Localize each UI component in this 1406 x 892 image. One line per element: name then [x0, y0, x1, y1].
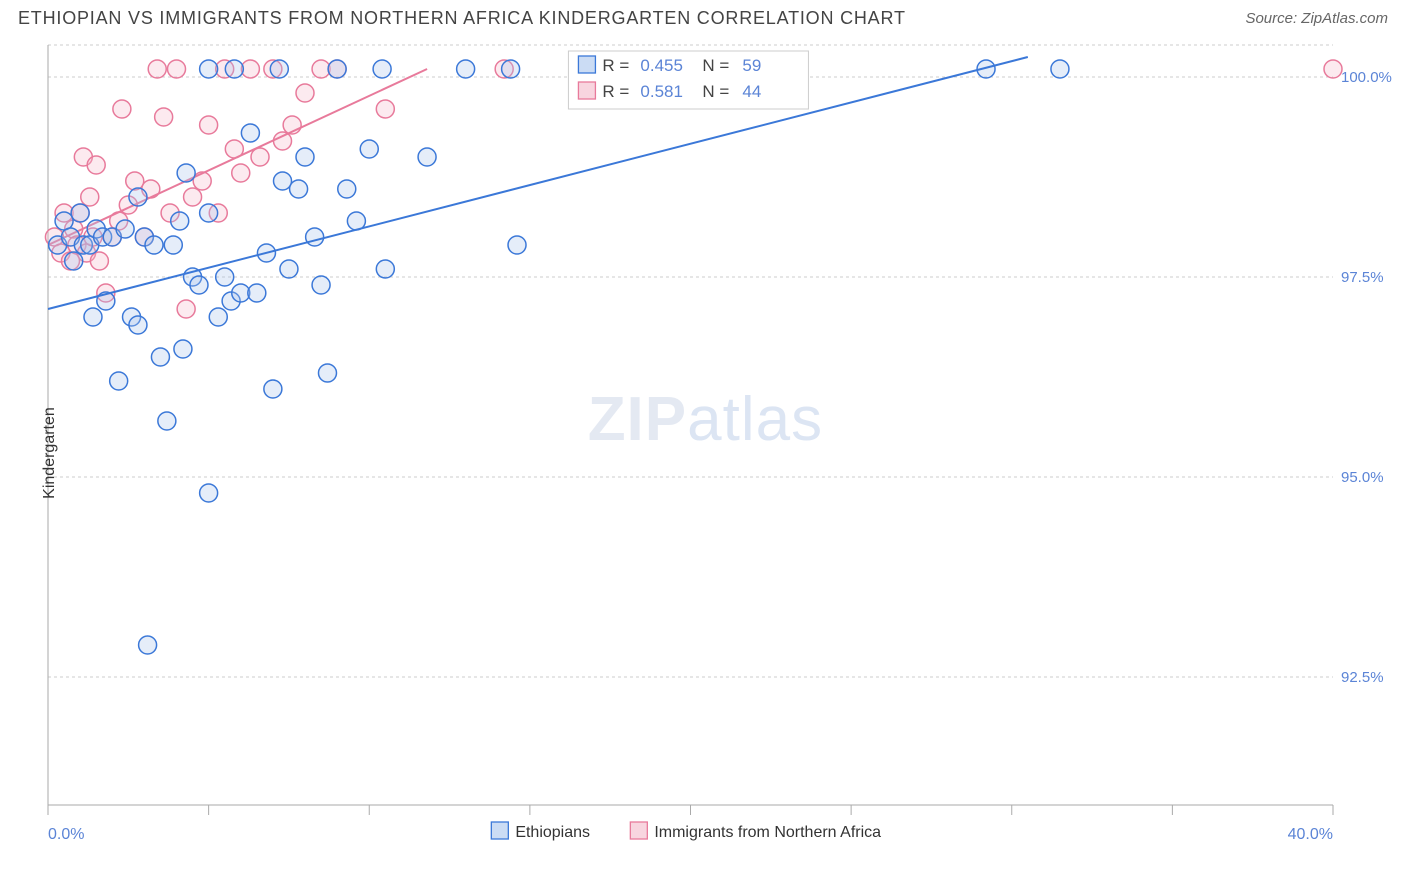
scatter-point [184, 188, 202, 206]
scatter-point [232, 164, 250, 182]
scatter-point [360, 140, 378, 158]
scatter-point [177, 164, 195, 182]
legend-swatch [578, 56, 595, 73]
scatter-point [129, 188, 147, 206]
scatter-point [145, 236, 163, 254]
corr-r-value: 0.455 [640, 56, 683, 75]
scatter-point [110, 372, 128, 390]
scatter-point [193, 172, 211, 190]
scatter-point [328, 60, 346, 78]
scatter-point [113, 100, 131, 118]
scatter-point [232, 284, 250, 302]
scatter-point [90, 252, 108, 270]
y-tick-label: 100.0% [1341, 69, 1392, 86]
scatter-point [155, 108, 173, 126]
scatter-point [65, 252, 83, 270]
y-axis-label: Kindergarten [41, 407, 59, 499]
scatter-point [312, 60, 330, 78]
scatter-point [296, 84, 314, 102]
y-tick-label: 92.5% [1341, 669, 1384, 686]
scatter-point [126, 172, 144, 190]
scatter-point [116, 220, 134, 238]
scatter-point [318, 364, 336, 382]
scatter-point [200, 484, 218, 502]
legend-swatch [630, 822, 647, 839]
y-tick-label: 97.5% [1341, 269, 1384, 286]
x-tick-label: 40.0% [1288, 826, 1333, 843]
scatter-point [376, 100, 394, 118]
scatter-point [251, 148, 269, 166]
scatter-point [225, 60, 243, 78]
scatter-point [248, 284, 266, 302]
scatter-point [338, 180, 356, 198]
scatter-point [216, 268, 234, 286]
legend-label: Ethiopians [515, 824, 590, 841]
scatter-point [200, 204, 218, 222]
scatter-point [274, 172, 292, 190]
scatter-point [168, 60, 186, 78]
scatter-point [200, 60, 218, 78]
scatter-point [508, 236, 526, 254]
scatter-point [270, 60, 288, 78]
header: ETHIOPIAN VS IMMIGRANTS FROM NORTHERN AF… [0, 0, 1406, 33]
scatter-point [84, 308, 102, 326]
scatter-point [174, 340, 192, 358]
scatter-point [241, 60, 259, 78]
scatter-point [290, 180, 308, 198]
corr-n-value: 44 [742, 82, 761, 101]
x-tick-label: 0.0% [48, 826, 84, 843]
corr-r-value: 0.581 [640, 82, 683, 101]
scatter-point [171, 212, 189, 230]
corr-n-label: N = [702, 56, 729, 75]
watermark: ZIPatlas [588, 385, 823, 454]
legend-swatch [491, 822, 508, 839]
scatter-point [71, 204, 89, 222]
scatter-point [241, 124, 259, 142]
scatter-point [151, 348, 169, 366]
scatter-point [177, 300, 195, 318]
scatter-point [457, 60, 475, 78]
corr-n-label: N = [702, 82, 729, 101]
corr-n-value: 59 [742, 56, 761, 75]
y-tick-label: 95.0% [1341, 469, 1384, 486]
scatter-point [139, 636, 157, 654]
scatter-point [190, 276, 208, 294]
corr-r-label: R = [602, 56, 629, 75]
scatter-point [148, 60, 166, 78]
scatter-point [1324, 60, 1342, 78]
source-label: Source: ZipAtlas.com [1245, 10, 1388, 27]
scatter-point [502, 60, 520, 78]
chart-container: Kindergarten 0.0% 40.0% 92.5% 95.0% 97.5% 100… [0, 33, 1406, 873]
scatter-point [306, 228, 324, 246]
scatter-point [312, 276, 330, 294]
scatter-point [200, 116, 218, 134]
scatter-point [274, 132, 292, 150]
legend-swatch [578, 82, 595, 99]
scatter-point [87, 156, 105, 174]
scatter-point [164, 236, 182, 254]
scatter-point [280, 260, 298, 278]
scatter-point [81, 188, 99, 206]
scatter-point [129, 316, 147, 334]
scatter-point [209, 308, 227, 326]
legend-label: Immigrants from Northern Africa [654, 824, 881, 841]
scatter-point [376, 260, 394, 278]
scatter-chart: 0.0% 40.0% 92.5% 95.0% 97.5% 100.0% ZIPatlas R … [0, 33, 1406, 873]
scatter-point [373, 60, 391, 78]
scatter-point [1051, 60, 1069, 78]
scatter-point [418, 148, 436, 166]
scatter-point [158, 412, 176, 430]
corr-r-label: R = [602, 82, 629, 101]
scatter-point [296, 148, 314, 166]
chart-title: ETHIOPIAN VS IMMIGRANTS FROM NORTHERN AF… [18, 8, 906, 29]
scatter-point [264, 380, 282, 398]
